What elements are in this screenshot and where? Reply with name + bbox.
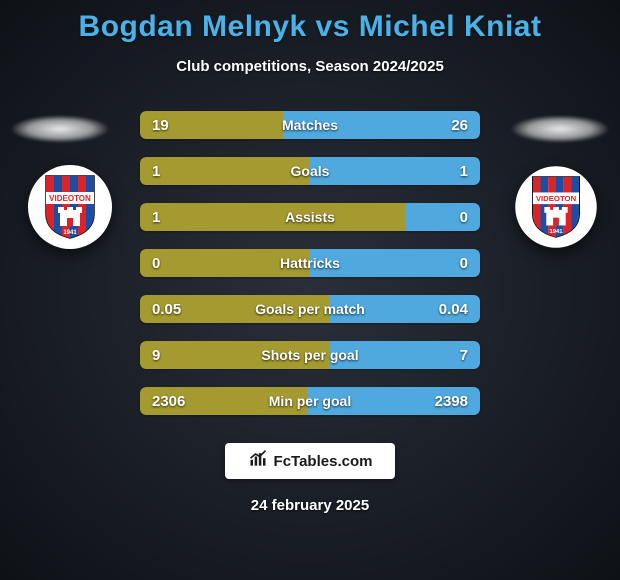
- team-badge-left: VIDEOTON 1941: [28, 165, 112, 249]
- crest-icon: VIDEOTON 1941: [42, 174, 98, 240]
- stat-row: 2306 2398 Min per goal: [140, 387, 480, 415]
- stat-value-left: 1: [140, 203, 172, 231]
- stat-value-left: 1: [140, 157, 172, 185]
- comparison-arena: VIDEOTON 1941 VIDEOTON: [0, 105, 620, 415]
- svg-text:1941: 1941: [550, 229, 564, 235]
- stat-value-left: 0.05: [140, 295, 193, 323]
- stat-value-left: 19: [140, 111, 181, 139]
- date-label: 24 february 2025: [0, 497, 620, 514]
- crest-icon: VIDEOTON 1941: [529, 175, 583, 239]
- stat-bars: 19 26 Matches 1 1 Goals 1 0 Assists 0 0 …: [140, 111, 480, 415]
- brand-text: FcTables.com: [274, 453, 373, 470]
- svg-text:VIDEOTON: VIDEOTON: [536, 194, 577, 203]
- stat-value-right: 1: [448, 157, 480, 185]
- team-badge-right: VIDEOTON 1941: [515, 166, 596, 247]
- stat-value-left: 0: [140, 249, 172, 277]
- spotlight-right: [510, 115, 610, 143]
- page-title: Bogdan Melnyk vs Michel Kniat: [0, 10, 620, 44]
- stat-value-right: 2398: [423, 387, 480, 415]
- comparison-card: Bogdan Melnyk vs Michel Kniat Club compe…: [0, 0, 620, 580]
- stat-row: 1 0 Assists: [140, 203, 480, 231]
- stat-value-right: 26: [439, 111, 480, 139]
- stat-row: 19 26 Matches: [140, 111, 480, 139]
- stat-bar-left: [140, 203, 405, 231]
- stat-value-right: 0: [448, 203, 480, 231]
- stat-value-left: 2306: [140, 387, 197, 415]
- stat-value-left: 9: [140, 341, 172, 369]
- stat-row: 9 7 Shots per goal: [140, 341, 480, 369]
- chart-icon: [248, 449, 268, 474]
- stat-value-right: 7: [448, 341, 480, 369]
- stat-row: 1 1 Goals: [140, 157, 480, 185]
- svg-text:1941: 1941: [63, 230, 77, 236]
- spotlight-left: [10, 115, 110, 143]
- stat-value-right: 0: [448, 249, 480, 277]
- brand-badge: FcTables.com: [225, 443, 395, 479]
- stat-row: 0 0 Hattricks: [140, 249, 480, 277]
- subtitle: Club competitions, Season 2024/2025: [0, 58, 620, 75]
- stat-value-right: 0.04: [427, 295, 480, 323]
- svg-text:VIDEOTON: VIDEOTON: [49, 194, 91, 203]
- stat-row: 0.05 0.04 Goals per match: [140, 295, 480, 323]
